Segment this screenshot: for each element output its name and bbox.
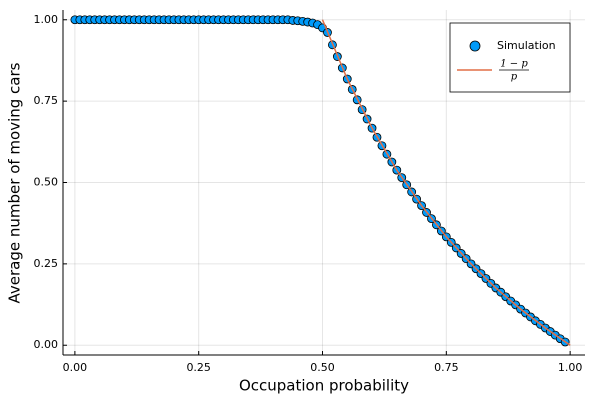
- y-tick-label: 0.50: [34, 176, 59, 189]
- x-tick-label: 0.25: [186, 361, 211, 374]
- y-tick-label: 1.00: [34, 13, 59, 26]
- x-tick-label: 1.00: [558, 361, 583, 374]
- y-axis-label: Average number of moving cars: [6, 62, 24, 303]
- y-tick-label: 0.25: [34, 257, 59, 270]
- y-tick-label: 0.00: [34, 338, 59, 351]
- line: [321, 19, 571, 346]
- legend-label: Simulation: [497, 39, 556, 52]
- legend-label: 1 − p: [500, 59, 528, 70]
- legend-marker: [469, 40, 481, 52]
- y-tick-label: 0.75: [34, 94, 59, 107]
- x-tick-label: 0.50: [310, 361, 335, 374]
- x-axis-label: Occupation probability: [239, 377, 409, 395]
- legend-label: p: [511, 72, 518, 83]
- legend-box: [449, 22, 571, 93]
- x-tick-label: 0.75: [434, 361, 459, 374]
- x-tick-label: 0.00: [63, 361, 88, 374]
